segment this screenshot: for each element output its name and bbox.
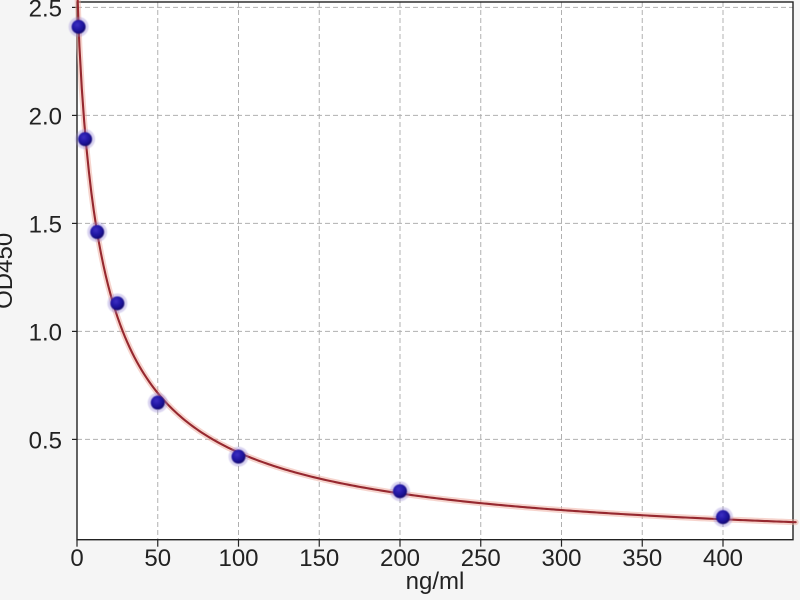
svg-text:0: 0 (70, 545, 83, 572)
svg-text:350: 350 (622, 545, 662, 572)
svg-text:250: 250 (461, 545, 501, 572)
svg-text:ng/ml: ng/ml (406, 568, 465, 595)
svg-text:OD450: OD450 (0, 233, 18, 309)
svg-text:2.0: 2.0 (29, 103, 62, 130)
svg-text:100: 100 (218, 545, 258, 572)
svg-text:50: 50 (144, 545, 171, 572)
svg-text:1.0: 1.0 (29, 319, 62, 346)
svg-text:400: 400 (703, 545, 743, 572)
svg-text:2.5: 2.5 (29, 0, 62, 22)
svg-text:150: 150 (299, 545, 339, 572)
svg-text:300: 300 (541, 545, 581, 572)
svg-text:0.5: 0.5 (29, 427, 62, 454)
svg-text:1.5: 1.5 (29, 211, 62, 238)
